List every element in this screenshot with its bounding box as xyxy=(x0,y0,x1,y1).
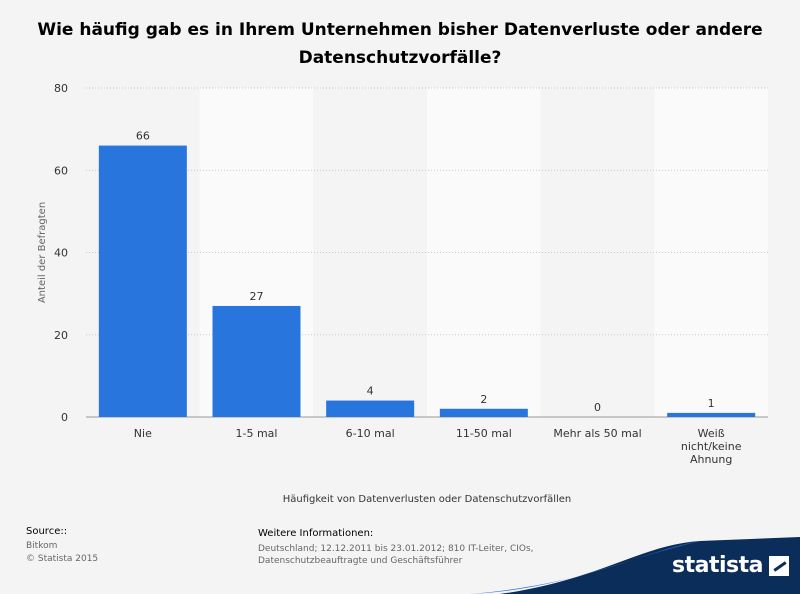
data-label: 0 xyxy=(594,401,601,414)
x-tick-label: Mehr als 50 mal xyxy=(553,427,641,440)
x-tick-label: Nie xyxy=(134,427,152,440)
y-tick-label: 40 xyxy=(54,247,68,260)
info-block: Weitere Informationen: Deutschland; 12.1… xyxy=(258,528,558,567)
data-label: 4 xyxy=(367,385,374,398)
info-text: Deutschland; 12.12.2011 bis 23.01.2012; … xyxy=(258,544,534,566)
bar xyxy=(667,412,756,417)
statista-logo[interactable]: statista xyxy=(672,553,789,578)
x-axis-label: Häufigkeit von Datenverlusten oder Daten… xyxy=(282,494,572,505)
source-block: Source:: Bitkom © Statista 2015 xyxy=(26,526,98,566)
x-tick-label: 6-10 mal xyxy=(346,427,395,440)
source-heading: Source:: xyxy=(26,526,68,537)
x-tick-label: Weiß nicht/keine Ahnung xyxy=(681,427,742,466)
bar xyxy=(212,305,301,417)
data-label: 27 xyxy=(250,290,264,303)
info-heading: Weitere Informationen: xyxy=(258,528,374,539)
data-label: 1 xyxy=(708,397,715,410)
y-tick-label: 60 xyxy=(54,164,68,177)
bar xyxy=(439,408,528,417)
y-tick-label: 0 xyxy=(61,411,68,424)
y-tick-label: 20 xyxy=(54,329,68,342)
x-tick-label: 1-5 mal xyxy=(236,427,278,440)
data-label: 66 xyxy=(136,130,150,143)
data-label: 2 xyxy=(480,393,487,406)
x-tick-label: 11-50 mal xyxy=(456,427,512,440)
source-line: Bitkom xyxy=(26,541,58,551)
bar xyxy=(98,145,187,417)
statista-logo-icon xyxy=(768,555,789,576)
logo-text: statista xyxy=(672,553,763,578)
y-tick-label: 80 xyxy=(54,82,68,95)
copyright-line: © Statista 2015 xyxy=(26,554,99,564)
chart-title: Wie häufig gab es in Ihrem Unternehmen b… xyxy=(37,20,763,68)
bar xyxy=(326,400,415,417)
y-axis-label: Anteil der Befragten xyxy=(37,202,48,303)
